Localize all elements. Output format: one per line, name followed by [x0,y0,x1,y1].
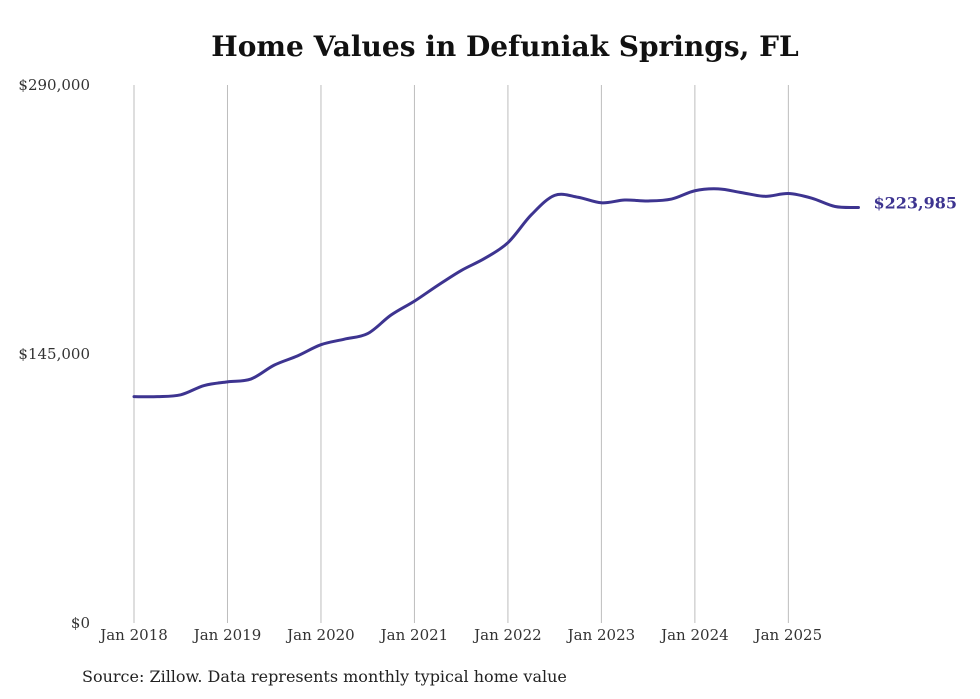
series-layer: $223,985 [132,187,957,399]
y-axis-ticks: $0 $145,000 $290,000 [18,76,90,632]
y-tick-label: $145,000 [18,345,90,363]
y-tick-label: $290,000 [18,76,90,94]
source-note: Source: Zillow. Data represents monthly … [82,667,567,686]
chart-title: Home Values in Defuniak Springs, FL [211,30,799,63]
x-tick-label: Jan 2018 [98,626,168,644]
y-tick-label: $0 [71,614,90,632]
x-tick-label: Jan 2021 [379,626,449,644]
series-line [132,187,860,399]
x-tick-label: Jan 2023 [566,626,636,644]
gridlines [133,85,789,623]
x-tick-label: Jan 2020 [285,626,355,644]
x-tick-label: Jan 2022 [472,626,542,644]
x-tick-label: Jan 2024 [659,626,729,644]
x-tick-label: Jan 2019 [192,626,262,644]
end-value-label: $223,985 [873,193,957,212]
x-axis-ticks: Jan 2018 Jan 2019 Jan 2020 Jan 2021 Jan 2022… [98,626,822,644]
x-tick-label: Jan 2025 [753,626,823,644]
